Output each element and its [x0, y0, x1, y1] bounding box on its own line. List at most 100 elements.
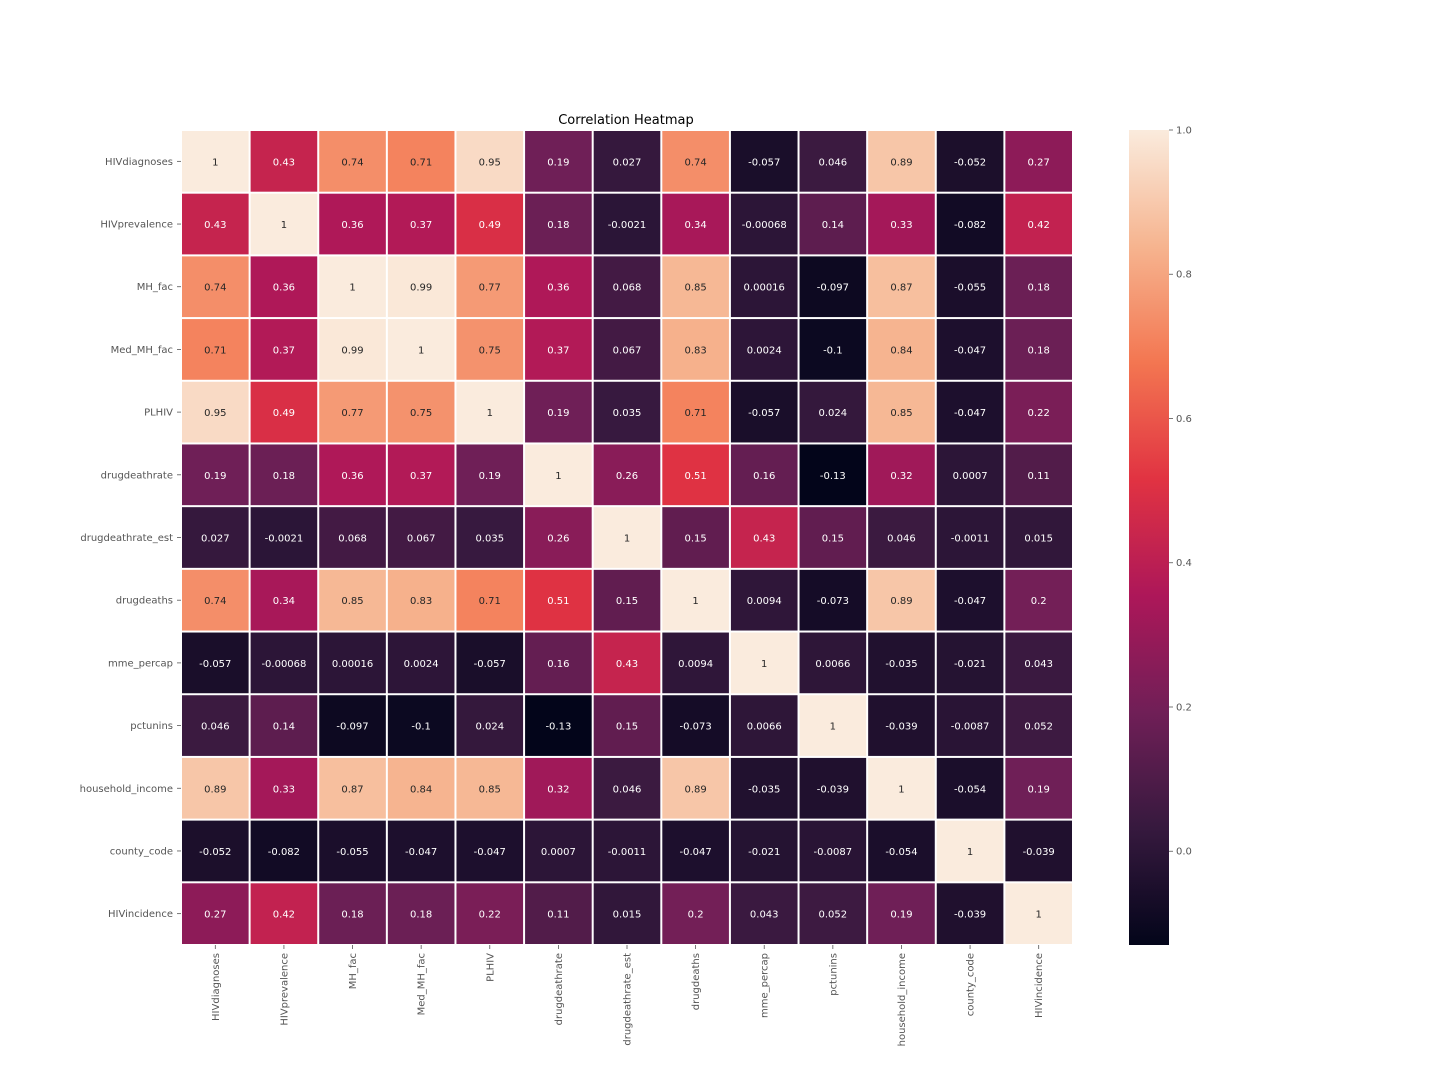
heatmap-cell [387, 695, 455, 756]
heatmap-cell [730, 507, 798, 568]
heatmap-cell [387, 507, 455, 568]
heatmap-cell [730, 256, 798, 318]
cell-value-label: 1 [692, 596, 698, 607]
cell-value-label: 1 [898, 784, 904, 795]
heatmap-cell [456, 131, 524, 192]
cell-value-label: 0.19 [547, 157, 569, 168]
heatmap-cell [593, 883, 661, 944]
heatmap-cell [182, 507, 249, 568]
cell-value-label: -0.039 [885, 722, 917, 733]
x-tick-label: drugdeathrate [554, 953, 565, 1025]
y-axis: HIVdiagnoses HIVprevalence MH_fac Med_MH_fa… [80, 157, 181, 920]
cell-value-label: -0.039 [1023, 847, 1055, 858]
cell-value-label: -0.097 [817, 283, 849, 294]
cell-value-label: -0.047 [954, 408, 986, 419]
heatmap-cell [250, 569, 318, 631]
chart-title: Correlation Heatmap [558, 113, 694, 128]
heatmap-cell [936, 820, 1004, 882]
heatmap-cell [1005, 444, 1072, 506]
heatmap-cell [387, 444, 455, 506]
heatmap-cell [799, 256, 867, 318]
cell-value-label: -0.0021 [265, 534, 304, 545]
cell-value-label: -0.047 [679, 847, 711, 858]
heatmap-cell [1005, 193, 1072, 255]
heatmap-cell [1005, 757, 1072, 819]
heatmap-cell [799, 193, 867, 255]
heatmap-cell [387, 632, 455, 694]
cell-value-label: 0.36 [547, 283, 569, 294]
heatmap-cell [182, 193, 249, 255]
cell-value-label: -0.073 [817, 596, 849, 607]
heatmap-cell [525, 820, 592, 882]
heatmap-cell [662, 193, 729, 255]
heatmap-cell [662, 381, 729, 443]
cell-value-label: -0.035 [748, 784, 780, 795]
cell-value-label: 0.77 [341, 408, 363, 419]
cell-value-label: 0.26 [547, 534, 569, 545]
cell-value-label: 0.067 [613, 345, 642, 356]
heatmap-cell [868, 632, 935, 694]
heatmap-cell [868, 569, 935, 631]
heatmap-cell [662, 569, 729, 631]
cell-value-label: 0.87 [341, 784, 363, 795]
cell-value-label: 0.11 [1028, 471, 1050, 482]
cell-value-label: 0.74 [684, 157, 706, 168]
cell-value-label: 0.15 [616, 596, 638, 607]
cell-value-label: 0.33 [273, 784, 295, 795]
colorbar-tick-label: 1.0 [1176, 126, 1192, 137]
heatmap-cell [456, 381, 524, 443]
heatmap-cell [250, 444, 318, 506]
heatmap-cell [868, 381, 935, 443]
cell-value-label: -0.057 [748, 408, 780, 419]
heatmap-cell [593, 381, 661, 443]
heatmap-cell [182, 444, 249, 506]
cell-value-label: 0.74 [204, 283, 226, 294]
cell-value-label: 0.87 [890, 283, 912, 294]
heatmap-cell [1005, 381, 1072, 443]
cell-value-label: -0.021 [748, 847, 780, 858]
cell-value-label: -0.055 [954, 283, 986, 294]
x-tick-label: household_income [897, 953, 908, 1046]
heatmap-cells [182, 131, 1072, 944]
y-tick-label: mme_percap [108, 658, 173, 669]
cell-value-label: -0.13 [545, 722, 571, 733]
y-tick-label: HIVincidence [108, 909, 173, 920]
cell-value-label: 0.0024 [404, 659, 439, 670]
cell-value-label: -0.039 [954, 910, 986, 921]
heatmap-cell [868, 507, 935, 568]
heatmap-cell [799, 507, 867, 568]
cell-value-label: 0.0007 [541, 847, 576, 858]
heatmap-cell [868, 695, 935, 756]
cell-value-label: 0.068 [338, 534, 367, 545]
cell-value-label: 0.89 [684, 784, 706, 795]
heatmap-cell [868, 444, 935, 506]
heatmap-cell [182, 632, 249, 694]
cell-value-label: 0.0066 [815, 659, 850, 670]
cell-value-label: 0.19 [479, 471, 501, 482]
cell-value-label: 0.22 [1028, 408, 1050, 419]
cell-value-label: 0.18 [410, 910, 432, 921]
cell-value-label: -0.057 [474, 659, 506, 670]
heatmap-cell [525, 569, 592, 631]
heatmap-cell [936, 757, 1004, 819]
cell-value-label: -0.035 [885, 659, 917, 670]
heatmap-cell [525, 444, 592, 506]
colorbar-tick-label: 0.0 [1176, 847, 1192, 858]
cell-value-label: 0.0094 [747, 596, 782, 607]
heatmap-cell [799, 883, 867, 944]
x-tick-label: county_code [966, 953, 977, 1016]
cell-value-label: -0.054 [954, 784, 986, 795]
cell-value-label: 0.046 [819, 157, 848, 168]
cell-value-label: 0.0066 [747, 722, 782, 733]
heatmap-cell [387, 757, 455, 819]
heatmap-cell [319, 256, 386, 318]
cell-value-label: 0.15 [684, 534, 706, 545]
heatmap-cell [250, 632, 318, 694]
heatmap-cell [250, 883, 318, 944]
heatmap-cell [525, 319, 592, 380]
heatmap-cell [387, 193, 455, 255]
heatmap-cell [182, 256, 249, 318]
colorbar-tick-label: 0.4 [1176, 558, 1192, 569]
x-tick-label: PLHIV [485, 953, 496, 982]
heatmap-cell [456, 883, 524, 944]
